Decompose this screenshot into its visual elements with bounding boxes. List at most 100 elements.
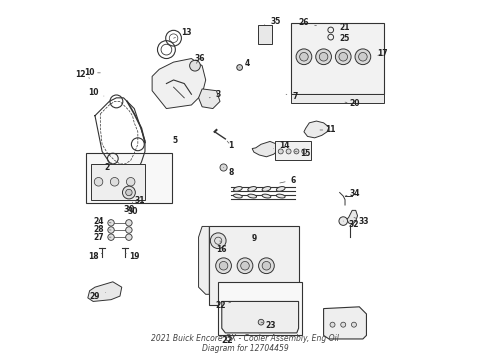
Circle shape (339, 53, 347, 61)
Circle shape (319, 53, 328, 61)
Circle shape (258, 319, 264, 325)
Circle shape (296, 49, 312, 64)
Ellipse shape (276, 194, 285, 198)
Text: 28: 28 (93, 225, 111, 234)
Text: 35: 35 (265, 17, 281, 26)
Text: 8: 8 (223, 167, 234, 177)
Polygon shape (347, 210, 358, 225)
Circle shape (278, 149, 283, 154)
Polygon shape (323, 307, 367, 339)
Ellipse shape (276, 186, 285, 191)
Text: 6: 6 (280, 176, 296, 185)
Text: 14: 14 (273, 141, 290, 150)
Circle shape (122, 186, 135, 199)
Ellipse shape (248, 194, 257, 198)
Circle shape (94, 177, 103, 186)
Text: 18: 18 (88, 252, 102, 261)
Text: 17: 17 (377, 49, 388, 58)
Text: 15: 15 (295, 149, 310, 158)
Text: 30: 30 (127, 202, 138, 216)
Polygon shape (198, 89, 220, 109)
Circle shape (339, 217, 347, 225)
Circle shape (108, 227, 114, 233)
Polygon shape (222, 301, 298, 333)
Circle shape (210, 233, 226, 249)
Text: 3: 3 (209, 90, 221, 99)
Text: 24: 24 (93, 217, 111, 226)
Bar (275, 141, 311, 160)
Text: 10: 10 (88, 88, 104, 97)
Text: 23: 23 (261, 321, 276, 330)
Circle shape (316, 49, 331, 64)
Bar (292, 23, 384, 94)
Bar (92, 164, 145, 200)
Ellipse shape (234, 186, 242, 191)
Ellipse shape (248, 186, 256, 191)
Circle shape (237, 64, 243, 70)
Circle shape (190, 60, 200, 71)
Text: 10: 10 (84, 68, 100, 77)
Text: 25: 25 (334, 35, 349, 44)
Circle shape (302, 149, 307, 154)
Circle shape (220, 164, 227, 171)
Text: 30: 30 (123, 205, 135, 214)
Text: 29: 29 (90, 292, 106, 301)
Text: 7: 7 (286, 91, 298, 100)
Text: 22: 22 (216, 301, 231, 310)
Text: 4: 4 (240, 59, 250, 68)
Circle shape (241, 261, 249, 270)
Text: 1: 1 (227, 141, 233, 150)
Circle shape (262, 261, 270, 270)
Text: 5: 5 (173, 136, 178, 145)
Text: 20: 20 (345, 99, 360, 108)
Circle shape (108, 234, 114, 240)
Polygon shape (152, 59, 206, 109)
Text: 11: 11 (320, 126, 336, 135)
Circle shape (359, 53, 367, 61)
Circle shape (216, 258, 231, 274)
Circle shape (126, 234, 132, 240)
Circle shape (259, 258, 274, 274)
Polygon shape (304, 121, 329, 138)
Bar (209, 226, 298, 305)
Circle shape (108, 220, 114, 226)
Circle shape (126, 220, 132, 226)
Bar (292, 94, 384, 103)
Text: 22: 22 (221, 337, 233, 346)
Text: 27: 27 (93, 233, 111, 242)
Circle shape (126, 227, 132, 233)
Text: 2: 2 (105, 163, 111, 172)
Circle shape (294, 149, 299, 154)
Circle shape (126, 177, 135, 186)
Circle shape (300, 53, 308, 61)
Polygon shape (252, 141, 279, 157)
Polygon shape (88, 282, 122, 301)
Circle shape (110, 177, 119, 186)
Text: 34: 34 (345, 189, 360, 198)
Text: 13: 13 (173, 28, 191, 38)
Text: 36: 36 (194, 54, 204, 63)
Bar (218, 282, 302, 336)
Ellipse shape (233, 194, 242, 198)
Ellipse shape (262, 194, 271, 198)
Circle shape (286, 149, 291, 154)
Bar (258, 24, 272, 44)
Ellipse shape (262, 186, 271, 191)
Text: 19: 19 (125, 252, 140, 261)
Text: 31: 31 (131, 194, 145, 205)
Circle shape (341, 322, 346, 327)
Text: 33: 33 (354, 217, 369, 226)
Text: 2021 Buick Encore GX - Cooler Assembly, Eng Oil
Diagram for 12704459: 2021 Buick Encore GX - Cooler Assembly, … (151, 334, 339, 353)
Text: 12: 12 (75, 70, 90, 79)
Circle shape (351, 322, 356, 327)
Circle shape (330, 322, 335, 327)
Circle shape (237, 258, 253, 274)
Text: 21: 21 (334, 23, 349, 32)
Circle shape (335, 49, 351, 64)
Text: 32: 32 (343, 220, 359, 229)
Polygon shape (198, 226, 209, 294)
Text: 26: 26 (299, 18, 317, 27)
Circle shape (126, 189, 132, 196)
Circle shape (355, 49, 371, 64)
Bar (86, 153, 172, 203)
